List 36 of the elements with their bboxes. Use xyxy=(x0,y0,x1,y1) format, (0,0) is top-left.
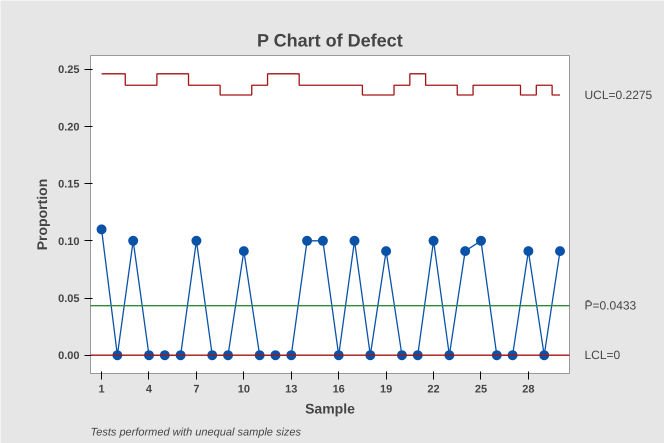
x-tick-label: 13 xyxy=(285,384,298,396)
point xyxy=(381,246,392,256)
x-tick-label: 19 xyxy=(380,384,392,396)
x-tick-label: 16 xyxy=(332,384,345,396)
y-tick-label: 0.15 xyxy=(58,178,80,191)
x-tick-label: 22 xyxy=(427,384,440,396)
y-tick-label: 0.20 xyxy=(58,121,80,134)
point xyxy=(460,246,470,256)
point xyxy=(428,236,439,246)
text: Tests performed with unequal sample sizes xyxy=(90,426,302,438)
y-tick-label: 0.00 xyxy=(58,350,80,362)
ref-line-label: LCL=0 xyxy=(584,348,621,362)
x-tick-label: 28 xyxy=(522,384,535,396)
point xyxy=(302,236,312,246)
point xyxy=(555,246,566,256)
x-axis-title: Sample xyxy=(305,400,356,416)
ref-line-label: P̄=0.0433 xyxy=(584,298,637,313)
y-tick-label: 0.10 xyxy=(58,236,80,248)
x-tick-label: 10 xyxy=(238,384,250,396)
x-tick-label: 4 xyxy=(146,384,153,396)
point xyxy=(350,236,360,246)
y-tick-label: 0.25 xyxy=(58,64,80,76)
x-tick-label: 1 xyxy=(98,384,105,396)
point xyxy=(191,236,202,246)
y-tick-label: 0.05 xyxy=(58,293,80,306)
y-axis-title: Proportion xyxy=(34,178,50,250)
point xyxy=(96,224,107,234)
x-tick-label: 7 xyxy=(193,384,200,396)
point xyxy=(318,236,328,246)
x-tick-label: 25 xyxy=(474,384,488,396)
point xyxy=(523,246,534,256)
point xyxy=(128,236,138,246)
point xyxy=(238,246,249,256)
point xyxy=(476,236,486,246)
chart-title: P Chart of Defect xyxy=(256,30,403,50)
annotation: UCL=0.2275 xyxy=(584,88,653,102)
